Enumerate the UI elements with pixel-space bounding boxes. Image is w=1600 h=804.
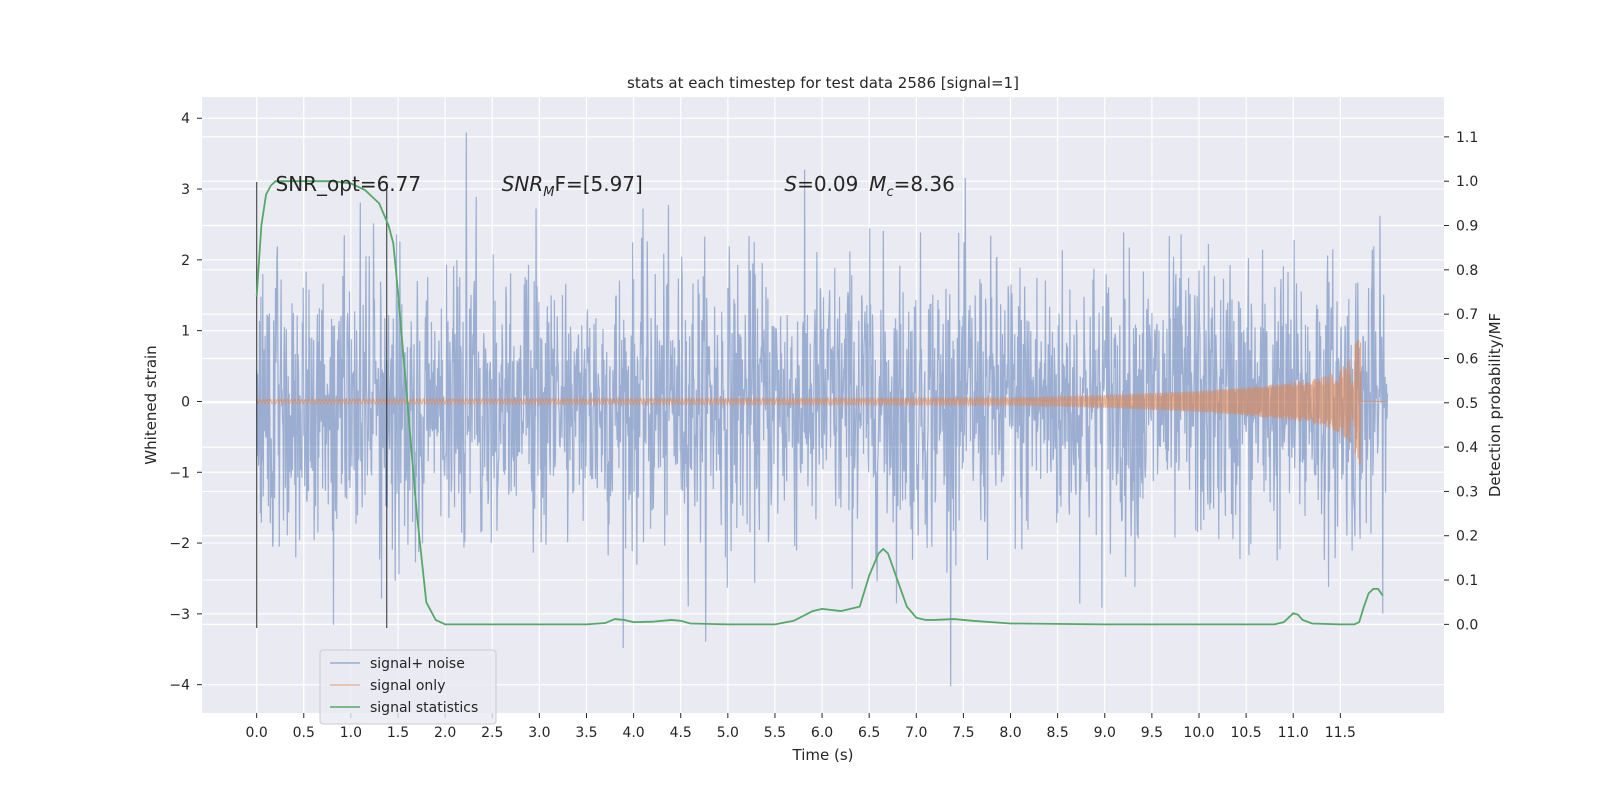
x-tick-label: 7.0 (905, 725, 927, 741)
series-signal-statistics (255, 180, 1384, 626)
y-tick-label-left: −3 (169, 607, 190, 623)
y-tick-label-right: 0.0 (1456, 617, 1478, 633)
x-tick-label: 11.5 (1325, 725, 1356, 741)
y-tick-label-right: 0.2 (1456, 529, 1478, 545)
annotations: SNR_opt=6.77 SNRMF=[5.97] S=0.09 Mc=8.36 (276, 172, 955, 200)
y-tick-label-left: 1 (181, 324, 190, 340)
y-tick-label-right: 0.9 (1456, 219, 1478, 235)
x-tick-label: 1.5 (387, 725, 409, 741)
x-tick-label: 4.0 (622, 725, 644, 741)
x-tick-label: 7.5 (952, 725, 974, 741)
series-signal-plus-noise (256, 132, 1389, 687)
y-tick-label-right: 0.3 (1456, 484, 1478, 500)
legend-label-signal-statistics: signal statistics (370, 700, 478, 716)
x-tick-label: 5.5 (764, 725, 786, 741)
x-tick-label: 2.0 (434, 725, 456, 741)
chart-title: stats at each timestep for test data 258… (627, 74, 1019, 92)
y-tick-label-left: 3 (181, 182, 190, 198)
legend-label-signal-only: signal only (370, 678, 445, 694)
grid (202, 97, 1444, 713)
y-tick-label-right: 0.6 (1456, 351, 1478, 367)
x-tick-label: 3.0 (528, 725, 550, 741)
y-tick-label-right: 0.4 (1456, 440, 1478, 456)
x-tick-label: 5.0 (717, 725, 739, 741)
x-tick-label: 9.0 (1094, 725, 1116, 741)
x-tick-label: 6.5 (858, 725, 880, 741)
annotation-0: SNR_opt=6.77 (276, 172, 422, 196)
legend-box (319, 649, 497, 725)
y-tick-label-right: 0.7 (1456, 307, 1478, 323)
legend: signal+ noise signal only signal statist… (319, 649, 497, 725)
y-tick-label-right: 0.8 (1456, 263, 1478, 279)
y-axis-label-right: Detection probability/MF (1486, 313, 1504, 497)
tick-labels: 0.0 0.5 1.0 1.5 2.0 2.5 3.0 3.5 4.0 4.5 5.0 5.5 6.0 6… (169, 111, 1478, 741)
x-tick-label: 10.0 (1183, 725, 1214, 741)
series-signal-only (256, 340, 1388, 466)
y-tick-label-left: −1 (169, 465, 190, 481)
x-tick-label: 11.0 (1278, 725, 1309, 741)
annotation-1: SNRMF=[5.97] (502, 172, 643, 200)
signal-only-line (256, 340, 1388, 466)
x-tick-label: 10.5 (1231, 725, 1262, 741)
y-tick-label-right: 0.1 (1456, 573, 1478, 589)
x-tick-label: 2.5 (481, 725, 503, 741)
y-tick-label-right: 1.0 (1456, 174, 1478, 190)
y-tick-label-left: −2 (169, 536, 190, 552)
y-tick-label-left: 2 (181, 253, 190, 269)
annotation-2: S=0.09 (784, 172, 858, 196)
signal-statistics-line (255, 180, 1384, 626)
y-tick-label-left: 0 (181, 394, 190, 410)
x-axis-label: Time (s) (792, 746, 854, 764)
x-tick-label: 6.0 (811, 725, 833, 741)
y-tick-label-left: −4 (169, 678, 190, 694)
legend-label-signal-plus-noise: signal+ noise (370, 656, 465, 672)
y-tick-label-right: 0.5 (1456, 396, 1478, 412)
x-tick-label: 4.5 (670, 725, 692, 741)
x-tick-label: 3.5 (575, 725, 597, 741)
x-tick-label: 1.0 (340, 725, 362, 741)
x-tick-label: 0.0 (246, 725, 268, 741)
x-tick-label: 8.5 (1047, 725, 1069, 741)
x-tick-label: 0.5 (293, 725, 315, 741)
x-tick-label: 8.0 (999, 725, 1021, 741)
annotation-3: Mc=8.36 (869, 172, 955, 200)
y-tick-label-right: 1.1 (1456, 130, 1478, 146)
y-axis-label-left: Whitened strain (142, 345, 160, 464)
y-tick-label-left: 4 (181, 111, 190, 127)
vertical-lines (256, 181, 388, 629)
x-tick-label: 9.5 (1141, 725, 1163, 741)
signal-plus-noise-line (256, 132, 1389, 687)
